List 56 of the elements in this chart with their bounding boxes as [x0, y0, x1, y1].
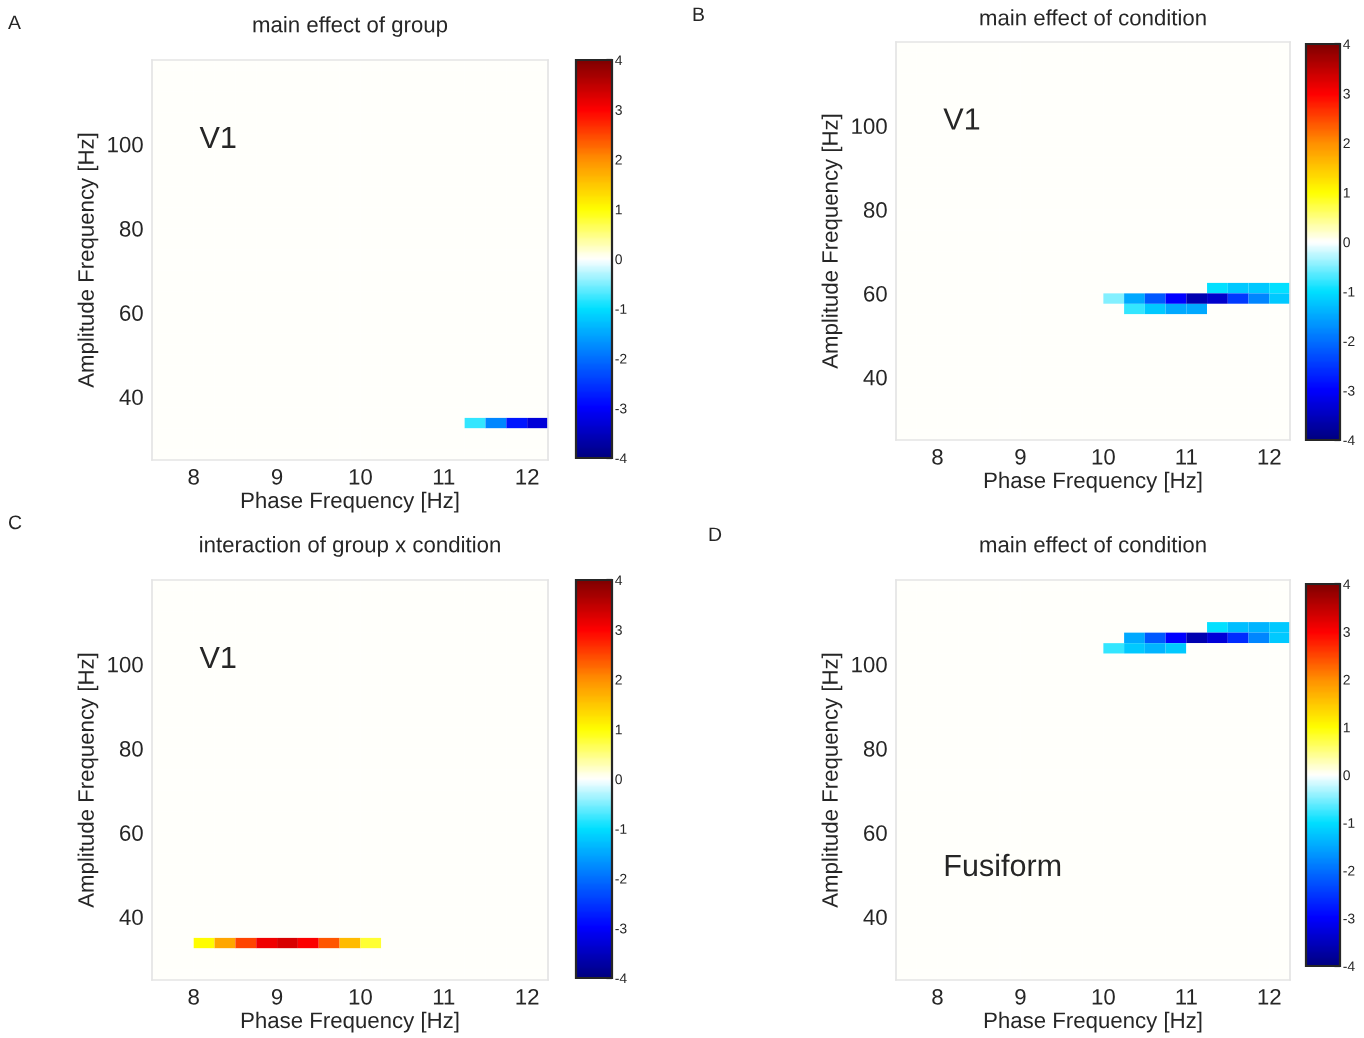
- x-tick-label: 10: [349, 468, 372, 485]
- x-tick-label: 10: [349, 988, 372, 1005]
- x-tick-label: 8: [188, 468, 199, 485]
- text: B: [693, 7, 704, 22]
- annotation: V1: [943, 108, 980, 130]
- y-tick-label: 60: [864, 825, 887, 841]
- y-tick-label: 100: [852, 118, 887, 135]
- y-axis-title: Amplitude Frequency [Hz]: [821, 114, 843, 369]
- chart-title: main effect of group: [253, 16, 448, 37]
- y-tick-label: 40: [863, 369, 887, 386]
- x-tick-label: 12: [516, 988, 539, 1005]
- chart-title: main effect of condition: [980, 536, 1206, 553]
- y-tick-label: 40: [119, 909, 143, 926]
- y-tick-label: 100: [852, 656, 887, 673]
- annotation: Fusiform: [945, 853, 1061, 877]
- x-tick-label: 8: [188, 988, 199, 1005]
- chart-title: main effect of condition: [980, 9, 1206, 26]
- x-tick-label: 8: [932, 988, 943, 1005]
- y-axis-title: Amplitude Frequency [Hz]: [821, 653, 843, 908]
- y-tick-label: 100: [108, 656, 143, 673]
- x-tick-label: 12: [516, 468, 539, 485]
- y-axis-title: Amplitude Frequency [Hz]: [77, 653, 99, 908]
- x-tick-label: 11: [1176, 989, 1197, 1005]
- x-tick-label: 8: [932, 448, 943, 465]
- x-tick-label: 9: [271, 468, 283, 485]
- x-tick-label: 9: [1015, 448, 1026, 465]
- x-tick-label: 11: [433, 989, 455, 1005]
- chart-title: interaction of group x condition: [200, 536, 500, 557]
- x-tick-label: 9: [1015, 988, 1026, 1005]
- y-tick-label: 60: [864, 285, 887, 302]
- x-tick-label: 11: [1176, 449, 1197, 465]
- text: A: [8, 15, 21, 30]
- y-tick-label: 60: [120, 825, 143, 841]
- y-tick-label: 80: [119, 740, 143, 757]
- x-axis-title: Phase Frequency [Hz]: [984, 471, 1202, 493]
- y-tick-label: 40: [119, 389, 143, 406]
- x-axis-title: Phase Frequency [Hz]: [241, 1011, 459, 1033]
- x-tick-label: 9: [271, 988, 283, 1005]
- x-tick-label: 12: [1258, 988, 1281, 1005]
- x-tick-label: 10: [1092, 448, 1115, 465]
- x-tick-label: 12: [1258, 448, 1281, 465]
- x-tick-label: 10: [1092, 988, 1115, 1005]
- x-axis-title: Phase Frequency [Hz]: [241, 491, 459, 513]
- x-axis-title: Phase Frequency [Hz]: [984, 1011, 1202, 1033]
- y-axis-title: Amplitude Frequency [Hz]: [77, 133, 99, 388]
- annotation: V1: [199, 646, 236, 668]
- y-tick-label: 60: [120, 305, 143, 321]
- y-tick-label: 100: [108, 136, 143, 153]
- y-tick-label: 80: [863, 740, 887, 757]
- y-tick-label: 80: [863, 202, 887, 218]
- annotation: V1: [199, 126, 236, 148]
- y-tick-label: 80: [119, 220, 143, 237]
- y-tick-label: 40: [863, 909, 887, 926]
- text: C: [8, 515, 22, 530]
- text: D: [709, 527, 722, 542]
- x-tick-label: 11: [433, 469, 455, 485]
